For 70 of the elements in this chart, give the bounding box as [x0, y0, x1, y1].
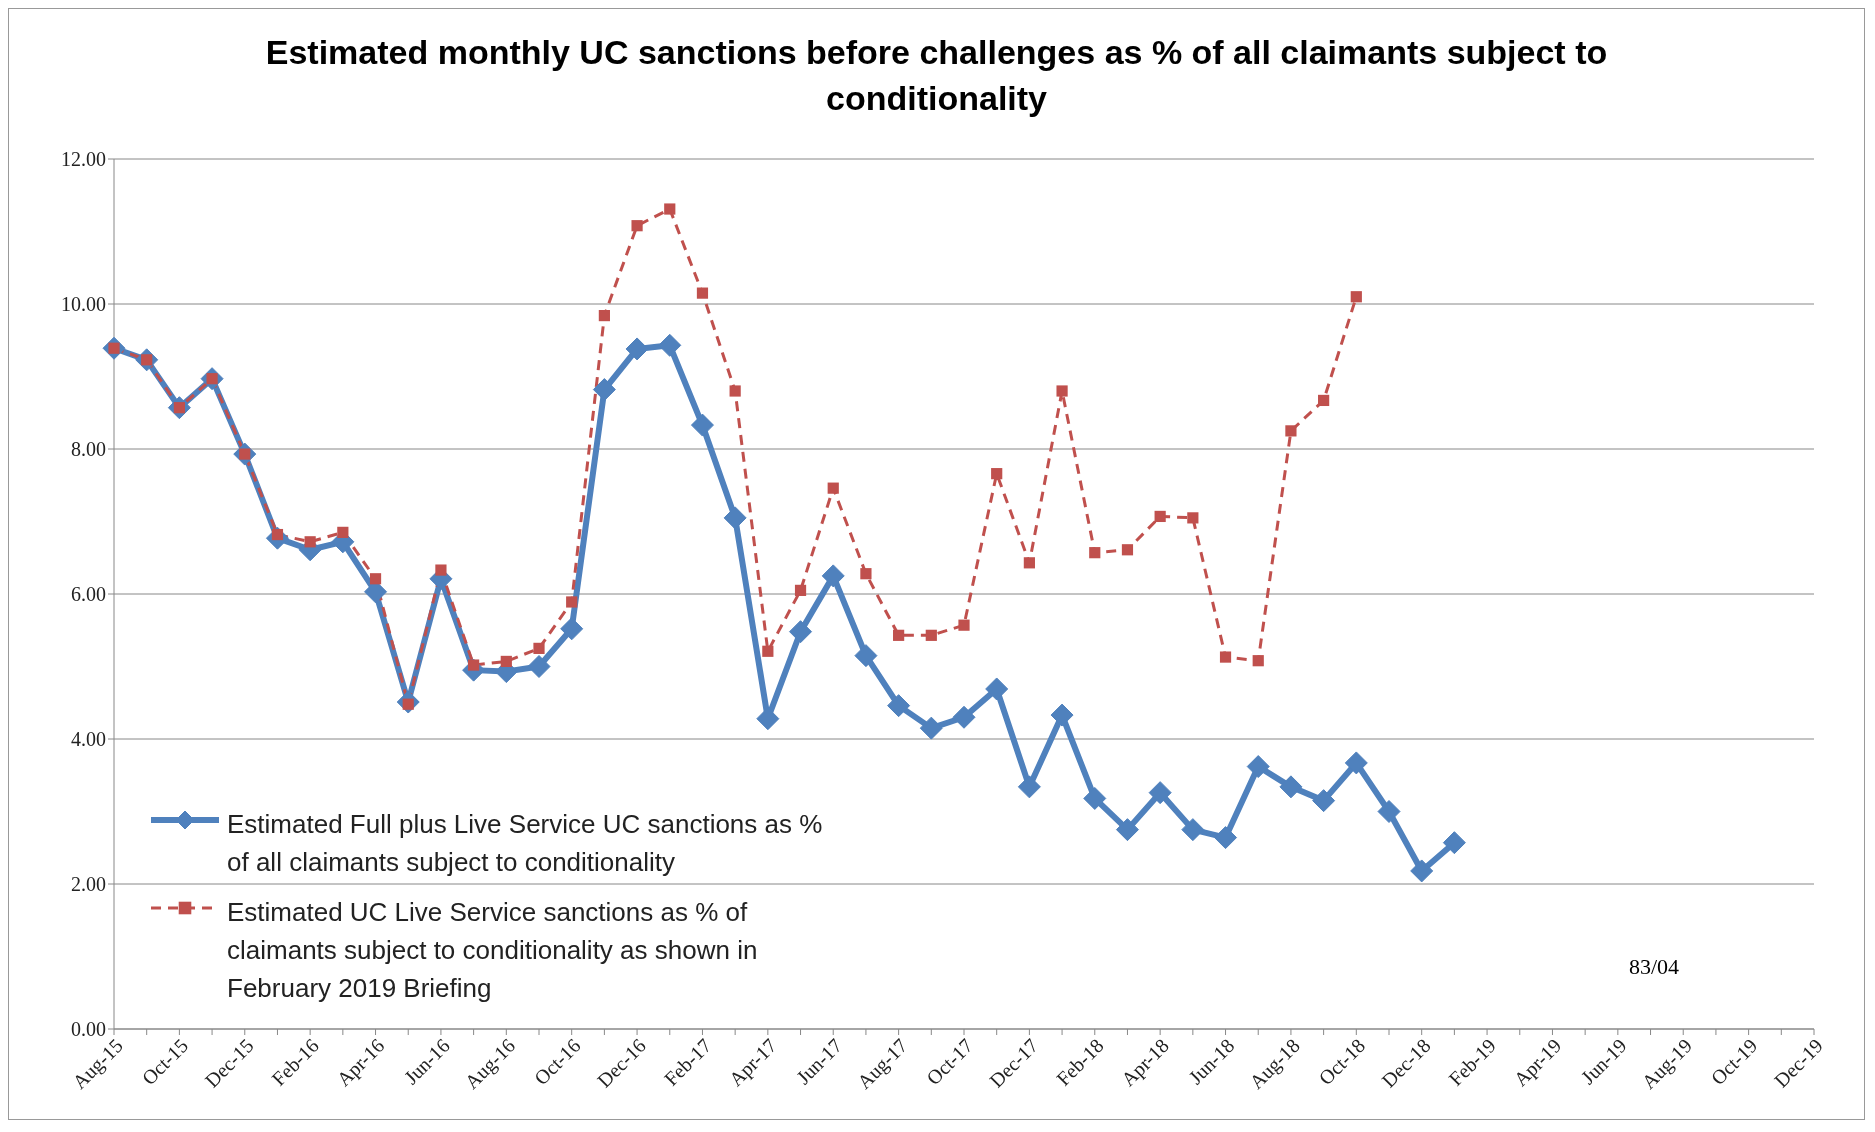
point	[527, 655, 551, 678]
point	[533, 642, 545, 654]
legend-label: Estimated Full plus Live Service UC sanctions as % of all claimants subject to conditionality	[227, 808, 824, 879]
y-tick-label: 8.00	[71, 438, 106, 461]
y-tick-label: 12.00	[61, 148, 106, 171]
point	[1154, 510, 1166, 523]
point	[1219, 651, 1232, 663]
chart-title: Estimated monthly UC sanctions before challenges as % of all claimants subject to conditionality	[264, 32, 1609, 119]
point	[854, 644, 878, 668]
point	[592, 378, 616, 402]
point	[1148, 781, 1172, 805]
point	[625, 337, 649, 361]
point	[1377, 800, 1401, 823]
point	[696, 287, 709, 299]
point	[893, 629, 905, 641]
point	[723, 506, 747, 530]
point	[925, 629, 937, 641]
point	[664, 203, 676, 215]
point	[729, 385, 741, 397]
point	[794, 584, 807, 596]
point	[1083, 786, 1107, 810]
point	[1181, 818, 1205, 842]
point	[658, 333, 682, 357]
point	[1442, 831, 1466, 855]
point	[1017, 775, 1041, 799]
annotation: 83/04	[1629, 954, 1680, 980]
point	[1214, 826, 1238, 850]
point	[952, 705, 976, 729]
point	[598, 310, 610, 322]
point	[337, 526, 349, 538]
point	[500, 655, 512, 668]
point	[789, 620, 813, 644]
point	[1246, 755, 1270, 779]
point	[1050, 703, 1074, 727]
point	[435, 564, 447, 576]
point	[991, 468, 1003, 480]
point	[1312, 789, 1336, 813]
point	[919, 716, 943, 740]
point	[560, 617, 584, 641]
point	[1285, 425, 1297, 437]
point	[1115, 818, 1139, 842]
point	[1344, 751, 1368, 775]
point	[369, 573, 382, 585]
y-tick-label: 4.00	[71, 728, 106, 751]
point	[821, 564, 845, 588]
point	[1252, 655, 1264, 667]
point	[887, 694, 911, 718]
point	[1056, 385, 1068, 397]
point	[827, 482, 839, 494]
y-tick-label: 6.00	[71, 583, 106, 606]
point	[1089, 547, 1101, 559]
point	[1187, 512, 1199, 524]
legend-label: Estimated UC Live Service sanctions as % of claimants subject to conditionality as shown in February 2019 Briefing	[227, 896, 759, 1005]
point	[1121, 544, 1134, 556]
point	[860, 568, 872, 580]
point	[690, 413, 714, 437]
point	[304, 536, 316, 548]
point	[1023, 557, 1035, 569]
point	[631, 220, 643, 232]
point	[985, 677, 1009, 701]
y-tick-label: 10.00	[61, 293, 106, 316]
y-tick-label: 2.00	[71, 873, 106, 896]
point	[1350, 291, 1362, 303]
point	[1318, 394, 1330, 407]
y-tick-label: 0.00	[71, 1018, 106, 1041]
point	[958, 619, 970, 631]
point	[566, 596, 578, 608]
point	[762, 645, 774, 657]
point	[1279, 775, 1303, 799]
point	[1410, 859, 1434, 883]
